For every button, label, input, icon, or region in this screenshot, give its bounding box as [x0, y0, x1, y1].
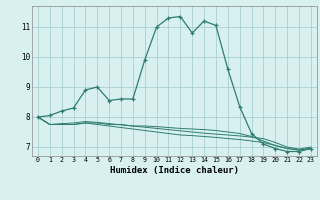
X-axis label: Humidex (Indice chaleur): Humidex (Indice chaleur) [110, 166, 239, 175]
